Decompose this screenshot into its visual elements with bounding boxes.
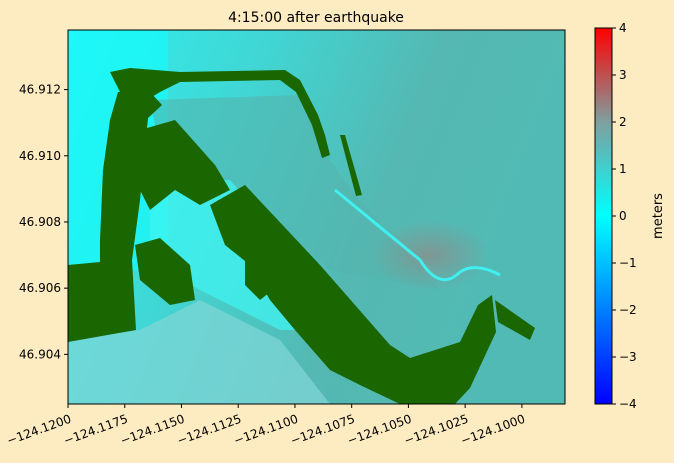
land-mid-block [135,238,195,305]
colorbar-tick-label: 0 [619,209,627,223]
colorbar-label: meters [651,193,666,239]
x-tick-label: −124.1200 [5,412,73,448]
land-mask [68,68,535,404]
plot-area [68,30,565,404]
chart-title: 4:15:00 after earthquake [228,10,404,26]
land-small-island [245,250,285,300]
y-tick-label: 46.910 [19,149,61,163]
colorbar-gradient [594,27,613,405]
x-tick-label: −124.1050 [345,412,413,448]
x-tick-label: −124.1175 [62,412,130,448]
land-diagonal-strip [210,185,496,404]
y-tick-label: 46.912 [19,83,61,97]
y-tick-label: 46.908 [19,215,61,229]
axes-frame [67,29,566,405]
colorbar-tick-label: −2 [619,303,637,317]
colorbar-tick-label: −3 [619,350,637,364]
colorbar-tick-label: 2 [619,115,627,129]
colorbar-tick-label: −4 [619,397,637,411]
harbor-basin [150,95,440,290]
y-axis: 46.904 46.906 46.908 46.910 46.912 [19,83,68,361]
colorbar-tick-label: 3 [619,68,627,82]
surface-elevation-patch [370,220,490,290]
land-east-pier [495,300,535,340]
land-north-pier [340,135,362,196]
y-tick-label: 46.906 [19,281,61,295]
channel-line [334,188,501,282]
y-tick-label: 46.904 [19,347,61,361]
x-axis: −124.1200−124.1175−124.1150−124.1125−124… [5,404,527,448]
lower-left-flat [68,300,330,404]
colorbar: −4 −3 −2 −1 0 1 2 3 4 meters [594,21,666,411]
land-west-peninsula [68,92,162,342]
land-inner-blocks [140,120,230,210]
colorbar-tick-label: 4 [619,21,627,35]
x-tick-label: −124.1075 [289,412,357,448]
colorbar-tick-label: 1 [619,162,627,176]
x-tick-label: −124.1025 [402,412,470,448]
land-top-breakwater [110,68,330,158]
x-tick-label: −124.1100 [232,412,300,448]
x-tick-label: −124.1150 [118,412,186,448]
x-tick-label: −124.1000 [459,412,527,448]
x-tick-label: −124.1125 [175,412,243,448]
colorbar-tick-label: −1 [619,256,637,270]
